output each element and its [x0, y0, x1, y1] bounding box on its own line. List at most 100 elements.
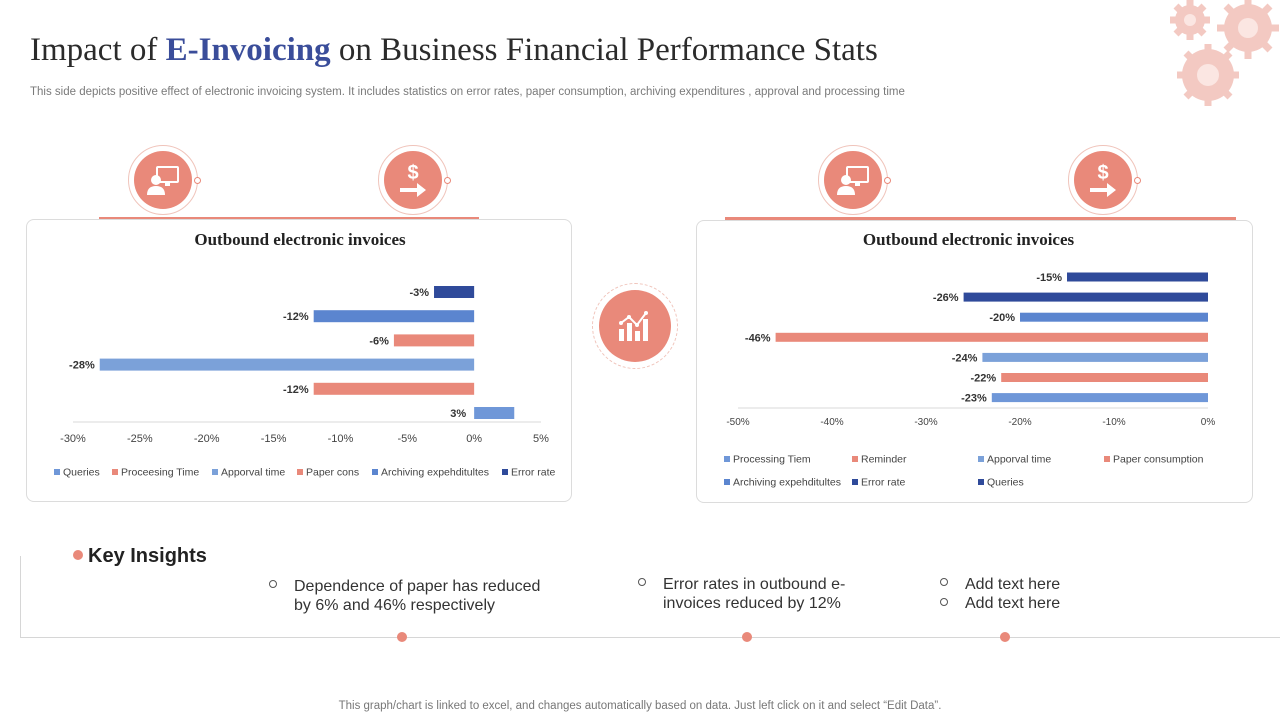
legend-swatch — [978, 479, 984, 485]
legend-swatch — [978, 456, 984, 462]
right-accent-bar — [725, 217, 1236, 221]
insights-title: Key Insights — [88, 545, 207, 567]
x-tick-label: -25% — [127, 433, 153, 445]
svg-text:$: $ — [1097, 162, 1108, 184]
legend-label: Apporval time — [987, 454, 1051, 466]
data-label: -24% — [952, 352, 978, 364]
x-tick-label: -20% — [1008, 417, 1031, 428]
bar-archiving-expehditultes — [1020, 312, 1208, 322]
insight-item-3: Add text here Add text here — [940, 575, 1061, 613]
timeline-dot-3 — [1000, 632, 1010, 642]
x-tick-label: 0% — [1201, 417, 1216, 428]
data-label: -15% — [1036, 272, 1062, 284]
bullet-circle-icon — [269, 580, 277, 588]
x-tick-label: -30% — [914, 417, 937, 428]
legend-swatch — [297, 469, 303, 475]
data-label: -28% — [69, 360, 95, 372]
footer-note: This graph/chart is linked to excel, and… — [338, 700, 942, 712]
x-tick-label: -5% — [398, 433, 418, 445]
gears-icon — [1170, 0, 1279, 106]
legend-label: Archiving expehditultes — [733, 477, 841, 489]
bar-error-rate — [434, 286, 475, 298]
legend-label: Archiving expehditultes — [381, 467, 489, 479]
timeline-dot-2 — [742, 632, 752, 642]
bar-processing-tiem — [991, 393, 1208, 403]
data-label: -6% — [369, 335, 389, 347]
x-tick-label: 0% — [466, 433, 482, 445]
insight-item-1: Dependence of paper has reduced by 6% an… — [269, 577, 541, 615]
insight-3-line1: Add text here — [965, 576, 1061, 593]
data-label: 3% — [450, 408, 466, 420]
legend-swatch — [212, 469, 218, 475]
title-highlight: E-Invoicing — [165, 32, 331, 68]
legend-label: Paper cons — [306, 467, 359, 479]
x-tick-label: -20% — [194, 433, 220, 445]
insight-3-line2: Add text here — [965, 595, 1061, 612]
user-computer-icon — [837, 166, 869, 195]
data-label: -26% — [933, 292, 959, 304]
page-subtitle: This side depicts positive effect of ele… — [30, 86, 905, 98]
svg-text:$: $ — [407, 162, 418, 184]
legend-label: Error rate — [861, 477, 906, 489]
data-label: -22% — [971, 373, 997, 385]
legend-swatch — [1104, 456, 1110, 462]
legend-swatch — [372, 469, 378, 475]
bar-error-rate — [963, 292, 1208, 302]
bar-apporval-time — [982, 352, 1208, 362]
bullet-circle-icon — [638, 578, 646, 586]
legend-swatch — [724, 479, 730, 485]
insight-1-line2: by 6% and 46% respectively — [294, 597, 495, 614]
insight-1-line1: Dependence of paper has reduced — [294, 578, 541, 595]
x-tick-label: -40% — [820, 417, 843, 428]
dollar-transfer-icon: $ — [400, 162, 426, 197]
legend-label: Queries — [63, 467, 100, 479]
bar-archiving-expehditultes — [313, 310, 475, 323]
bullet-circle-icon — [940, 598, 948, 606]
legend-swatch — [852, 479, 858, 485]
center-chart-badge — [592, 283, 678, 369]
legend-label: Paper consumption — [1113, 454, 1204, 466]
left-user-computer-badge — [128, 145, 201, 215]
left-chart-title: Outbound electronic invoices — [194, 230, 406, 249]
page-title: Impact of E-Invoicing on Business Financ… — [30, 32, 878, 69]
x-tick-label: -30% — [60, 433, 86, 445]
left-chart-panel: Outbound electronic invoices -30% -25% -20… — [26, 219, 572, 502]
title-after: on Business Financial Performance Stats — [330, 32, 878, 68]
x-tick-label: -10% — [328, 433, 354, 445]
insight-item-2: Error rates in outbound e- invoices redu… — [638, 575, 846, 613]
right-chart-title: Outbound electronic invoices — [862, 230, 1075, 249]
legend-label: Processing Tiem — [733, 454, 811, 466]
legend-label: Queries — [987, 477, 1024, 489]
x-tick-label: -50% — [726, 417, 749, 428]
legend-swatch — [112, 469, 118, 475]
right-user-computer-badge — [818, 145, 891, 215]
left-bar-chart: -30% -25% -20% -15% -10% -5% 0% 5% -3% -12% -6% -28… — [54, 286, 556, 479]
data-label: -46% — [745, 332, 771, 344]
bar-paper-consumption — [775, 332, 1208, 342]
dollar-transfer-icon: $ — [1090, 162, 1116, 197]
title-before: Impact of — [30, 32, 166, 68]
bar-proceesing-time — [313, 382, 475, 395]
right-dollar-transfer-badge: $ — [1068, 145, 1141, 215]
x-tick-label: -10% — [1102, 417, 1125, 428]
data-label: -12% — [283, 384, 309, 396]
data-label: -20% — [989, 312, 1015, 324]
bar-reminder — [1001, 373, 1208, 382]
legend-label: Reminder — [861, 454, 907, 466]
insights-marker — [73, 550, 83, 560]
x-tick-label: 5% — [533, 433, 549, 445]
legend-swatch — [724, 456, 730, 462]
left-dollar-transfer-badge: $ — [378, 145, 451, 215]
data-label: -3% — [409, 287, 429, 299]
legend-label: Error rate — [511, 467, 556, 479]
legend-label: Proceesing Time — [121, 467, 199, 479]
bar-paper-cons — [393, 334, 475, 347]
insight-2-line1: Error rates in outbound e- — [663, 576, 846, 593]
x-tick-label: -15% — [261, 433, 287, 445]
legend-label: Apporval time — [221, 467, 285, 479]
bar-queries — [1067, 272, 1208, 282]
bullet-circle-icon — [940, 578, 948, 586]
right-chart-panel: Outbound electronic invoices -50% -40% -30… — [696, 220, 1253, 503]
bar-queries — [474, 407, 515, 419]
insight-2-line2: invoices reduced by 12% — [663, 595, 841, 612]
